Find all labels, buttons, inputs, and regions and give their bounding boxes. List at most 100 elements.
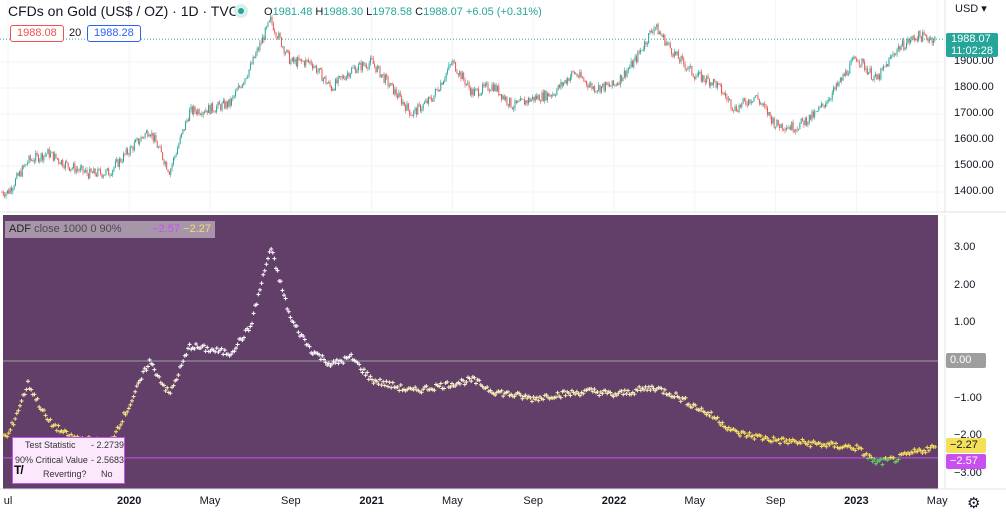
critical-value-label: −2.57 <box>946 454 986 469</box>
candle-body <box>528 98 529 104</box>
candle-body <box>447 69 448 74</box>
candle-body <box>402 101 404 105</box>
candle-body <box>676 51 678 55</box>
candle-body <box>20 171 22 177</box>
last-price-label: 1988.07 11:02:28 <box>946 33 998 57</box>
candle-body <box>407 103 409 110</box>
time-tick: 2020 <box>116 495 142 507</box>
adf-point <box>114 429 118 434</box>
candle-body <box>545 90 547 101</box>
candle-body <box>285 52 286 54</box>
market-open-dot-icon <box>234 4 248 18</box>
candle-body <box>340 76 342 78</box>
adf-point <box>872 456 877 461</box>
candle-body <box>872 79 874 81</box>
adf-point <box>157 374 162 379</box>
adf-point <box>802 439 806 444</box>
candle-body <box>289 51 291 64</box>
candle-body <box>688 66 690 70</box>
candle-body <box>210 103 212 114</box>
adf-tick: −1.00 <box>954 391 982 404</box>
adf-point <box>168 391 173 396</box>
settings-gear-icon[interactable]: ⚙ <box>967 495 981 512</box>
candle-body <box>839 78 841 82</box>
adf-point <box>853 448 858 453</box>
candle-body <box>279 33 281 38</box>
candle-body <box>850 60 852 64</box>
time-tick: May <box>199 495 221 507</box>
candle-body <box>62 160 64 167</box>
candle-body <box>217 102 219 107</box>
candle-body <box>854 56 856 59</box>
candle-body <box>648 33 650 44</box>
candle-body <box>916 38 918 41</box>
adf-point <box>778 441 782 446</box>
adf-point <box>69 432 74 437</box>
candle-body <box>862 58 864 62</box>
sell-button[interactable]: 1988.08 <box>10 25 64 42</box>
candle-body <box>509 97 511 106</box>
candle-body <box>415 108 417 115</box>
candle-body <box>691 66 693 75</box>
adf-point <box>485 385 490 390</box>
time-tick: Sep <box>765 495 786 507</box>
candle-body <box>320 68 322 70</box>
candle-body <box>553 94 555 96</box>
candle-body <box>486 83 488 85</box>
candle-body <box>297 57 299 67</box>
candle-body <box>361 62 363 71</box>
adf-point <box>758 433 763 438</box>
adf-point <box>258 287 262 292</box>
candle-body <box>615 84 617 86</box>
candle-body <box>692 74 694 77</box>
candle-body <box>143 137 145 138</box>
candle-body <box>37 154 39 162</box>
candle-body <box>241 84 243 88</box>
buy-button[interactable]: 1988.28 <box>87 25 141 42</box>
adf-legend[interactable]: ADF close 1000 0 90% 0.00 −2.57 −2.27 <box>5 221 215 238</box>
candle-body <box>201 114 203 116</box>
candle-body <box>120 158 122 162</box>
adf-point <box>762 436 766 441</box>
adf-point <box>176 373 181 378</box>
candle-body <box>78 169 80 171</box>
candle-body <box>460 71 462 80</box>
candle-body <box>650 30 652 33</box>
candle-body <box>359 62 361 65</box>
adf-point <box>251 311 256 316</box>
candle-body <box>617 83 619 86</box>
adf-point <box>320 353 325 358</box>
candle-body <box>329 82 331 87</box>
candle-body <box>310 61 312 65</box>
adf-point <box>264 262 269 267</box>
candle-body <box>722 93 724 95</box>
candle-body <box>702 75 704 82</box>
candle-body <box>796 129 798 131</box>
currency-dropdown[interactable]: USD ▾ <box>955 3 987 15</box>
adf-point <box>278 279 283 284</box>
time-tick: May <box>684 495 706 507</box>
candle-body <box>725 93 727 97</box>
candle-body <box>934 36 936 41</box>
candle-body <box>626 70 628 77</box>
symbol-title[interactable]: CFDs on Gold (US$ / OZ) · 1D · TVC <box>8 3 239 19</box>
adf-point <box>501 394 506 399</box>
adf-chart[interactable] <box>0 215 1006 490</box>
candle-body <box>501 94 502 100</box>
candle-body <box>723 93 725 95</box>
adf-point <box>360 370 365 375</box>
candle-body <box>97 168 99 177</box>
candle-body <box>523 99 525 105</box>
candle-body <box>792 122 794 132</box>
candle-body <box>579 72 581 78</box>
candle-body <box>397 95 399 98</box>
candle-body <box>657 24 659 35</box>
candle-body <box>776 119 778 127</box>
time-tick: Sep <box>281 495 301 507</box>
tradingview-logo[interactable]: T/ <box>14 463 24 477</box>
candle-body <box>438 90 440 92</box>
candle-body <box>654 27 656 29</box>
price-chart[interactable] <box>0 0 1006 213</box>
candle-body <box>209 105 211 114</box>
candle-body <box>472 88 474 96</box>
